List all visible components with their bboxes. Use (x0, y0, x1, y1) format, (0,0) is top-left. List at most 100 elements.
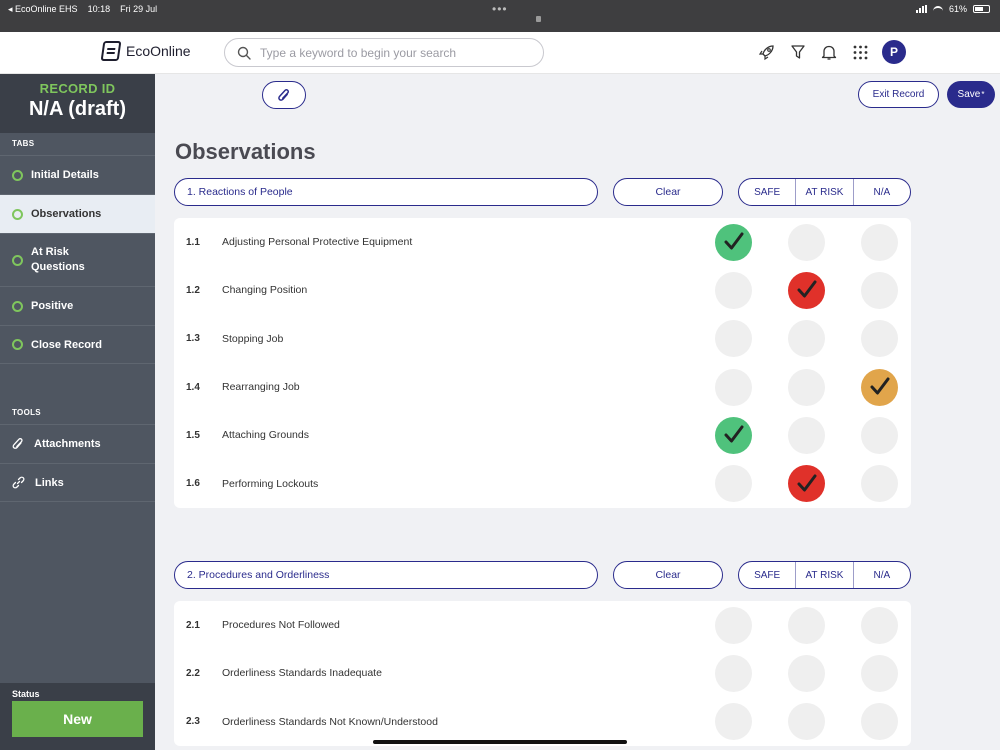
tool-links[interactable]: Links (0, 463, 155, 502)
choice-na[interactable] (861, 606, 898, 644)
tab-label: Observations (31, 208, 102, 220)
clear-button[interactable]: Clear (613, 178, 723, 206)
search-input[interactable] (260, 45, 520, 60)
choice-na[interactable] (861, 654, 898, 692)
choice-safe[interactable] (715, 606, 752, 644)
section-title[interactable]: 2. Procedures and Orderliness (174, 561, 598, 589)
filter-icon[interactable] (789, 40, 807, 64)
tab-label: At Risk Questions (31, 246, 85, 273)
tab-close-record[interactable]: Close Record (0, 325, 155, 364)
choice-at-risk[interactable] (788, 320, 825, 358)
choice-safe[interactable] (715, 223, 752, 261)
checkmark-icon (797, 474, 816, 492)
option-header-at-risk[interactable]: AT RISK (795, 179, 852, 205)
rocket-icon[interactable] (758, 40, 776, 64)
choice-na[interactable] (861, 465, 898, 503)
choice-safe[interactable] (715, 654, 752, 692)
tab-label: Close Record (31, 338, 102, 351)
wifi-icon (932, 5, 943, 13)
tab-status-dot-icon (12, 339, 23, 350)
question-label: Performing Lockouts (222, 477, 319, 490)
tool-attachments[interactable]: Attachments (0, 424, 155, 463)
tabs-heading: TABS (12, 139, 35, 148)
record-id-value: N/A (draft) (28, 98, 127, 120)
tab-observations[interactable]: Observations (0, 194, 155, 233)
choice-na[interactable] (861, 271, 898, 309)
choice-at-risk[interactable] (788, 223, 825, 261)
question-row: 1.2 Changing Position (174, 266, 911, 314)
choice-safe[interactable] (715, 703, 752, 741)
exit-record-button[interactable]: Exit Record (858, 81, 939, 108)
option-header-safe[interactable]: SAFE (754, 569, 781, 581)
choice-safe[interactable] (715, 320, 752, 358)
page-title: Observations (175, 139, 316, 164)
battery-percentage: 61% (948, 4, 967, 14)
question-label: Rearranging Job (222, 381, 300, 394)
question-label: Orderliness Standards Not Known/Understo… (222, 715, 438, 728)
option-header-na[interactable]: N/A (852, 179, 910, 205)
question-number: 1.6 (186, 478, 200, 490)
question-number: 1.3 (186, 333, 200, 345)
tab-positive[interactable]: Positive (0, 286, 155, 325)
user-avatar[interactable]: P (882, 40, 906, 64)
question-number: 2.2 (186, 667, 200, 679)
main-content: Exit Record Save * Observations 1. Reacti… (155, 74, 1000, 750)
question-label: Attaching Grounds (222, 429, 309, 442)
search-icon (237, 46, 251, 60)
brand-name: EcoOnline (126, 43, 191, 59)
choice-at-risk[interactable] (788, 368, 825, 406)
tab-initial-details[interactable]: Initial Details (0, 155, 155, 194)
question-number: 1.4 (186, 381, 200, 393)
tab-list: Initial Details Observations At Risk Que… (0, 155, 155, 364)
question-row: 1.6 Performing Lockouts (174, 459, 911, 507)
ecoonline-logo[interactable]: EcoOnline (100, 41, 191, 61)
battery-icon (973, 5, 990, 13)
choice-at-risk[interactable] (788, 654, 825, 692)
question-row: 2.1 Procedures Not Followed (174, 601, 911, 649)
option-header-safe[interactable]: SAFE (754, 186, 781, 198)
app-header: EcoOnline P (0, 32, 1000, 74)
question-number: 1.5 (186, 429, 200, 441)
choice-at-risk[interactable] (788, 271, 825, 309)
checkmark-icon (870, 377, 889, 395)
choice-safe[interactable] (715, 271, 752, 309)
choice-at-risk[interactable] (788, 703, 825, 741)
choice-na[interactable] (861, 223, 898, 261)
record-id-panel: RECORD ID N/A (draft) (0, 74, 155, 133)
choice-na[interactable] (861, 416, 898, 454)
multitasking-dots-icon[interactable]: ••• (492, 2, 508, 16)
checkmark-icon (724, 232, 743, 250)
tab-at-risk-questions[interactable]: At Risk Questions (0, 233, 155, 286)
attach-file-button[interactable] (262, 81, 306, 109)
back-to-app-link[interactable]: ◂ EcoOnline EHS (8, 4, 78, 14)
choice-safe[interactable] (715, 368, 752, 406)
status-badge[interactable]: New (12, 701, 143, 737)
date: Fri 29 Jul (120, 4, 158, 14)
link-icon (12, 476, 25, 489)
apps-grid-icon[interactable] (851, 40, 869, 64)
choice-at-risk[interactable] (788, 416, 825, 454)
tab-label: Positive (31, 300, 74, 312)
choice-at-risk[interactable] (788, 606, 825, 644)
choice-safe[interactable] (715, 416, 752, 454)
option-header-na[interactable]: N/A (852, 562, 910, 588)
bell-icon[interactable] (820, 40, 838, 64)
question-row: 1.3 Stopping Job (174, 315, 911, 363)
clock: 10:18 (87, 4, 111, 14)
choice-na[interactable] (861, 703, 898, 741)
question-row: 2.2 Orderliness Standards Inadequate (174, 649, 911, 697)
clear-button[interactable]: Clear (613, 561, 723, 589)
home-indicator[interactable] (373, 740, 627, 744)
save-button[interactable]: Save * (947, 81, 995, 108)
save-label: Save (957, 89, 981, 100)
search-bar[interactable] (224, 38, 544, 67)
section-title[interactable]: 1. Reactions of People (174, 178, 598, 206)
choice-na[interactable] (861, 320, 898, 358)
paperclip-icon (278, 88, 290, 101)
choice-at-risk[interactable] (788, 465, 825, 503)
choice-safe[interactable] (715, 465, 752, 503)
tool-list: Attachments Links (0, 424, 155, 502)
option-header-at-risk[interactable]: AT RISK (795, 562, 852, 588)
choice-na[interactable] (861, 368, 898, 406)
observation-section: 1. Reactions of People Clear SAFE AT RISK N/… (174, 178, 911, 508)
